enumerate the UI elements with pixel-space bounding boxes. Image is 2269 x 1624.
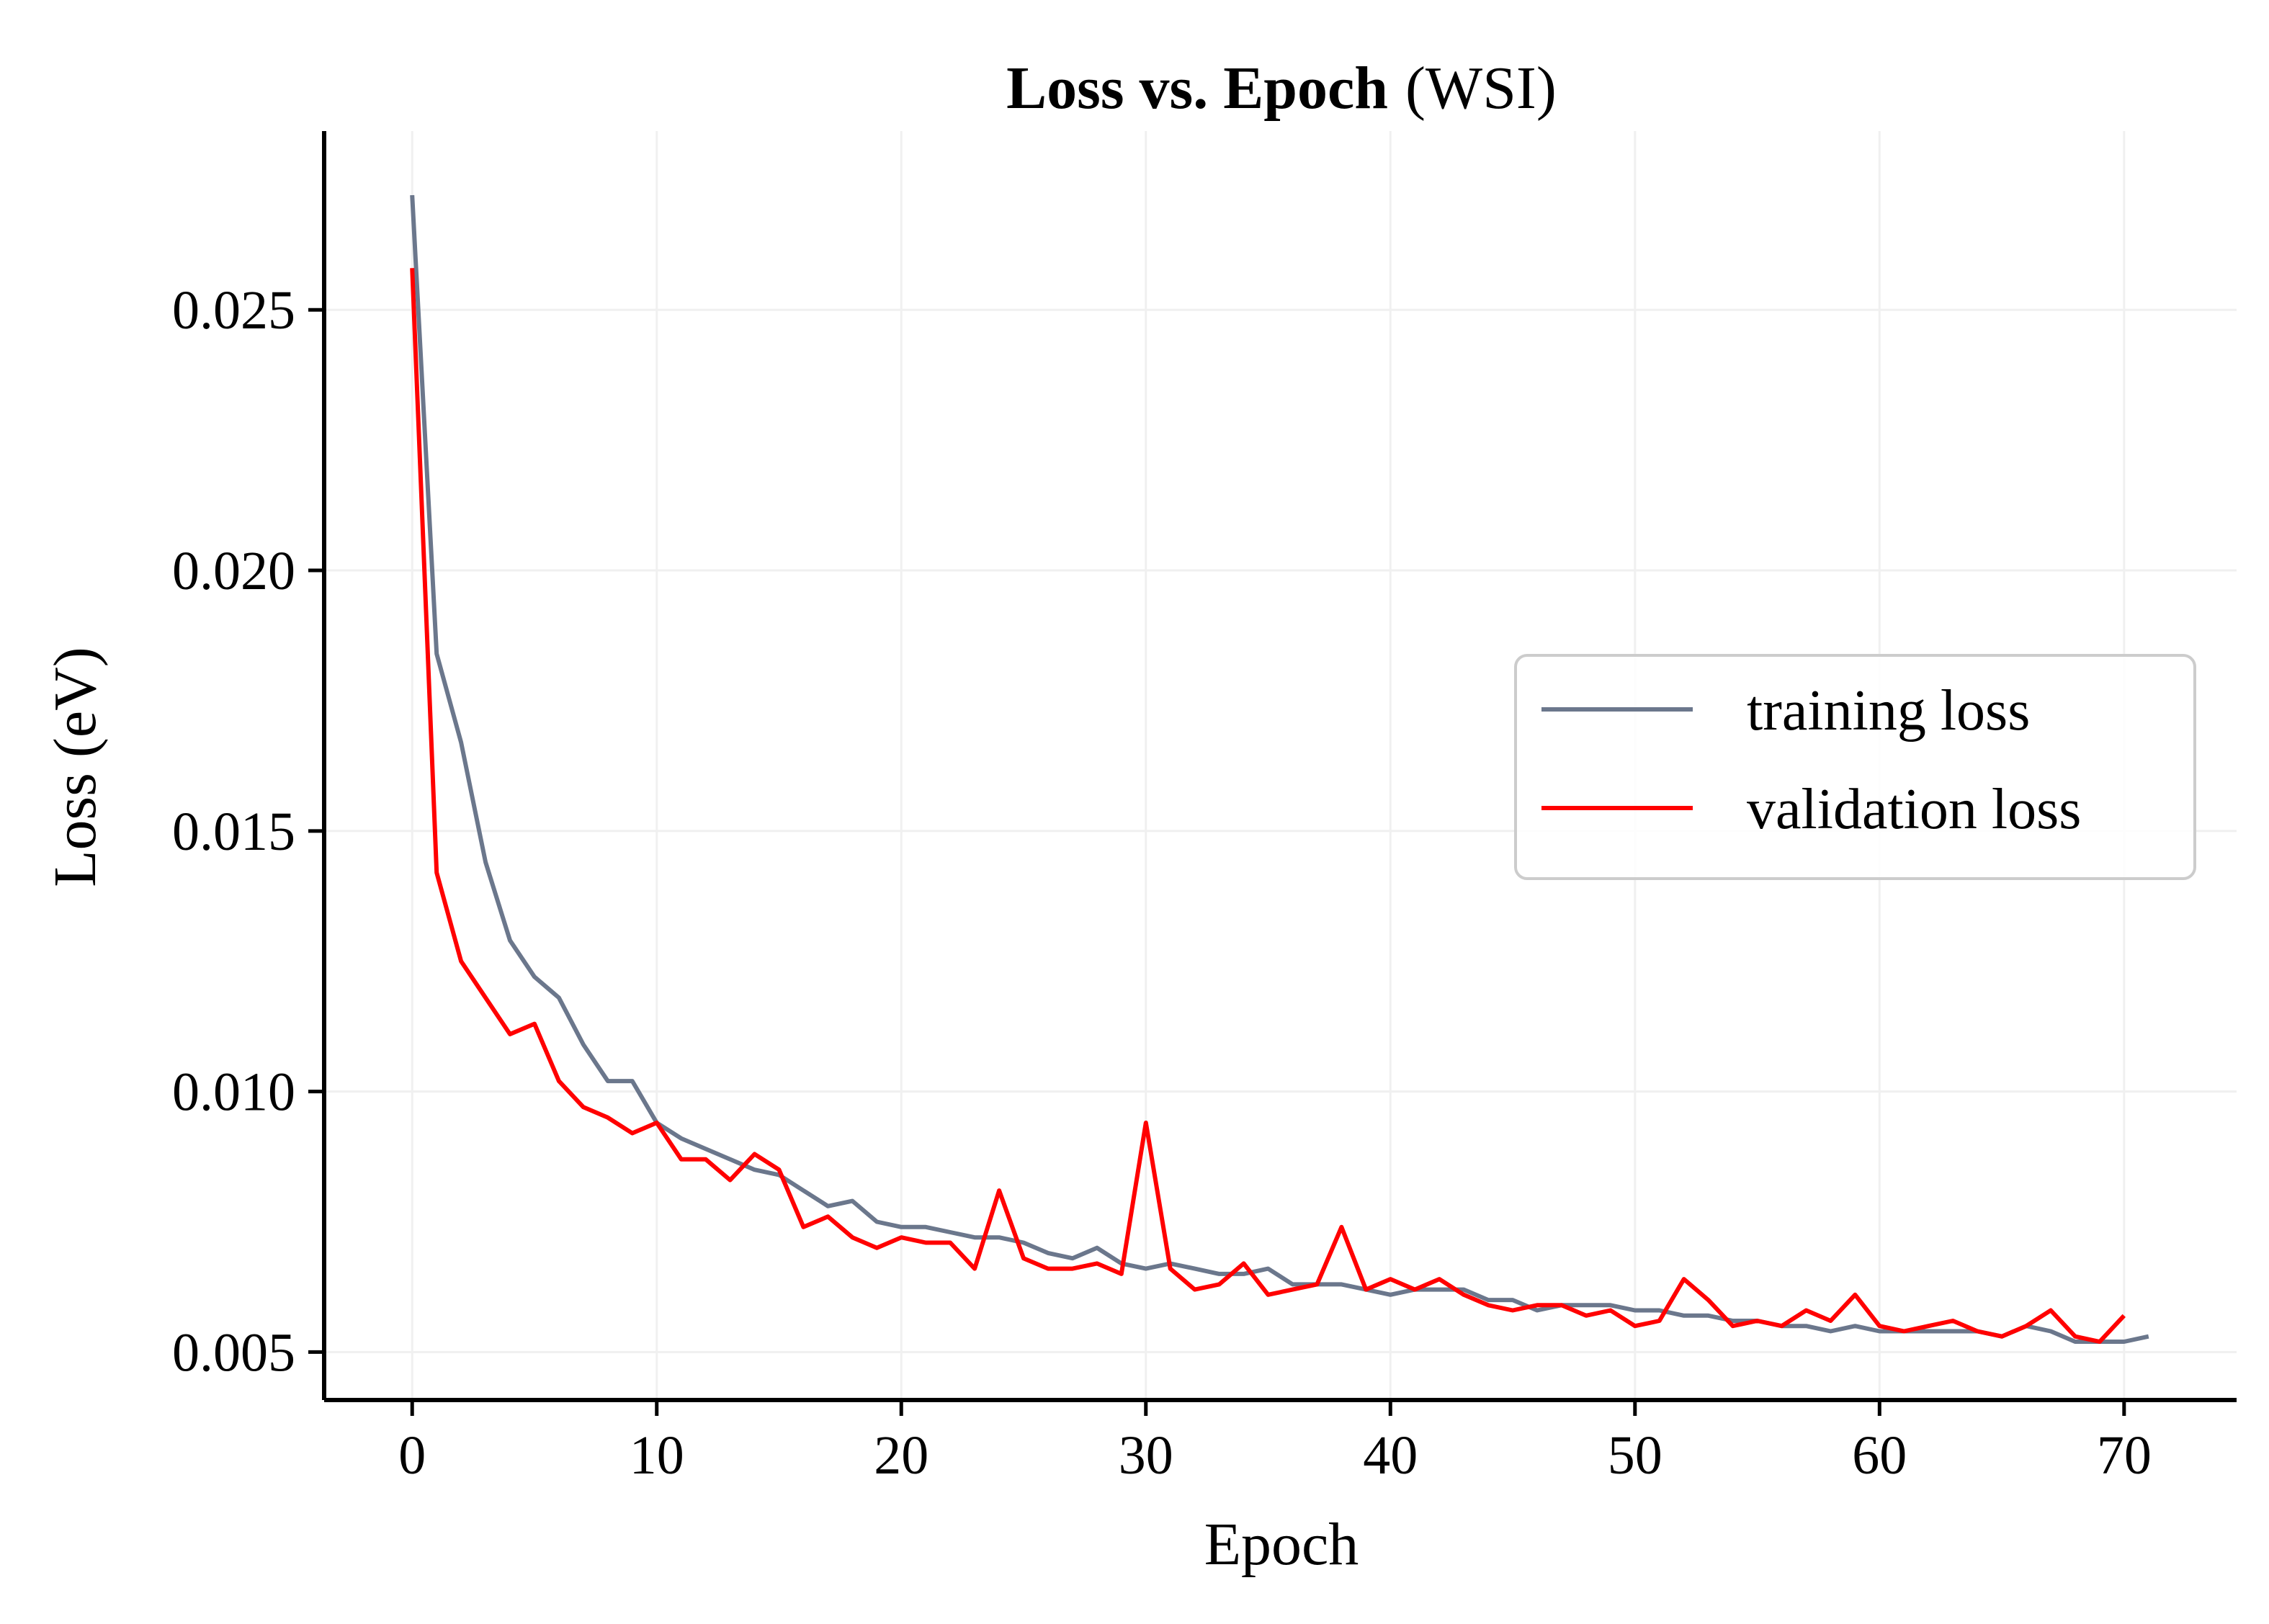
x-tick-label: 40 (1363, 1425, 1418, 1486)
y-ticks: 0.005 0.010 0.015 0.020 0.025 (172, 280, 324, 1383)
x-tick-label: 50 (1608, 1425, 1662, 1486)
x-tick-label: 30 (1119, 1425, 1173, 1486)
y-tick-label: 0.005 (172, 1322, 295, 1383)
chart-title: Loss vs. Epoch (WSI) (1006, 55, 1557, 122)
x-axis-label: Epoch (1204, 1511, 1359, 1578)
y-tick-label: 0.020 (172, 541, 295, 601)
x-tick-label: 0 (398, 1425, 426, 1486)
series-lines (410, 194, 2149, 1344)
series-line-training-loss (410, 194, 2149, 1344)
y-tick-label: 0.015 (172, 802, 295, 862)
axes (322, 131, 2237, 1402)
legend: training loss validation loss (1514, 654, 2196, 880)
series-line-validation-loss (410, 268, 2126, 1344)
legend-label-training-loss: training loss (1747, 679, 2030, 743)
x-ticks: 0 10 20 30 40 50 60 70 (398, 1400, 2152, 1486)
y-axis-label: Loss (eV) (42, 647, 109, 887)
y-tick-label: 0.025 (172, 280, 295, 341)
x-tick-label: 10 (630, 1425, 684, 1486)
chart-title-main: Loss vs. Epoch (1006, 55, 1388, 122)
x-tick-label: 60 (1852, 1425, 1907, 1486)
x-tick-label: 70 (2097, 1425, 2152, 1486)
legend-label-validation-loss: validation loss (1747, 778, 2081, 841)
y-tick-label: 0.010 (172, 1062, 295, 1123)
x-tick-label: 20 (874, 1425, 928, 1486)
chart-title-suffix: (WSI) (1405, 55, 1557, 122)
